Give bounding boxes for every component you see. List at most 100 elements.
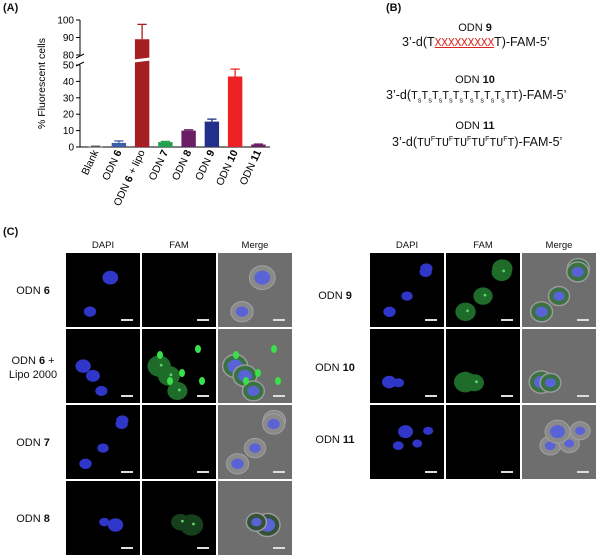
scale-bar xyxy=(577,319,589,321)
panel-c-letter: (C) xyxy=(3,226,19,238)
scale-bar xyxy=(425,471,437,473)
scale-bar xyxy=(273,471,285,473)
micrograph-right-r1-merge xyxy=(522,253,596,327)
scale-bar xyxy=(501,395,513,397)
scale-bar xyxy=(425,395,437,397)
row-label-odn9: ODN 9 xyxy=(318,290,352,302)
micrograph-right-r1-dapi xyxy=(370,253,444,327)
micrograph-right-r3-dapi xyxy=(370,405,444,479)
micrograph-right-r2-fam xyxy=(446,329,520,403)
odn10-sequence: 3’-d(TsTsTsTsTsTsTsTsTsTT)-FAM-5’ xyxy=(386,88,567,105)
y-tick-label: 10 xyxy=(63,126,75,137)
x-tick-label: ODN 9 xyxy=(193,148,218,182)
micrograph-right-r3-merge xyxy=(522,405,596,479)
micrograph-right-r3-fam xyxy=(446,405,520,479)
bar xyxy=(111,142,127,147)
odn9-sequence: 3’-d(TXXXXXXXXXT)-FAM-5’ xyxy=(402,35,550,50)
x-tick-label: ODN 6 xyxy=(100,148,125,182)
panel-b-letter: (B) xyxy=(386,2,402,14)
micrograph-left-r2-merge xyxy=(218,329,292,403)
y-tick-label: 40 xyxy=(63,77,75,88)
row-label-odn6: ODN 6 xyxy=(16,285,50,297)
y-tick-label: 90 xyxy=(63,33,75,44)
x-tick-label: ODN 8 xyxy=(170,148,195,182)
y-tick-label: 80 xyxy=(63,51,75,62)
odn11-title-number: 11 xyxy=(482,120,495,132)
micrograph-right-r2-dapi xyxy=(370,329,444,403)
scale-bar xyxy=(121,471,133,473)
odn11-sequence: 3’-d(TUFTUFTUFTUFTUFT)-FAM-5’ xyxy=(392,135,563,150)
y-tick-label: 100 xyxy=(57,16,74,27)
left-col-header-merge: Merge xyxy=(241,240,269,251)
scale-bar xyxy=(273,319,285,321)
left-col-header-dapi: DAPI xyxy=(91,240,115,251)
scale-bar xyxy=(501,319,513,321)
row-label-odn10: ODN 10 xyxy=(315,362,355,374)
odn10-title: ODN 10 xyxy=(420,74,530,86)
scale-bar xyxy=(273,547,285,549)
right-col-header-fam: FAM xyxy=(473,240,493,251)
micrograph-right-r1-fam xyxy=(446,253,520,327)
bar xyxy=(181,130,196,147)
odn9-title: ODN 9 xyxy=(420,22,530,34)
y-tick-label: 0 xyxy=(68,143,74,154)
micrograph-right-r2-merge xyxy=(522,329,596,403)
right-col-header-dapi: DAPI xyxy=(395,240,419,251)
odn11-title-prefix: ODN xyxy=(455,120,483,132)
micrograph-left-r4-fam xyxy=(142,481,216,555)
micrograph-left-r3-merge xyxy=(218,405,292,479)
bar-upper xyxy=(134,39,150,55)
axis-break-mark xyxy=(75,53,85,59)
micrograph-left-r2-dapi xyxy=(66,329,140,403)
bar-chart: 0 10 20 30 40 50 80 90 100 % Fluorescent cells Bla… xyxy=(0,10,290,210)
bar-break xyxy=(133,57,151,63)
odn10-title-number: 10 xyxy=(482,74,495,86)
odn9-seq-xs: XXXXXXXXX xyxy=(434,37,495,50)
micrograph-left-r4-dapi xyxy=(66,481,140,555)
odn9-seq-suffix: T)-FAM-5’ xyxy=(494,35,550,49)
odn10-title-prefix: ODN xyxy=(455,74,483,86)
y-tick-label: 30 xyxy=(63,93,75,104)
scale-bar xyxy=(121,395,133,397)
row-label-odn6-lipo: ODN 6 + Lipo 2000 xyxy=(8,355,58,381)
micrograph-left-r3-fam xyxy=(142,405,216,479)
bar xyxy=(158,142,173,147)
micrograph-left-r3-dapi xyxy=(66,405,140,479)
scale-bar xyxy=(425,319,437,321)
odn9-seq-prefix: 3’-d(T xyxy=(402,35,435,49)
bar xyxy=(204,121,220,147)
micrograph-left-r4-merge xyxy=(218,481,292,555)
bar xyxy=(227,76,243,147)
x-tick-label: ODN 11 xyxy=(237,148,264,187)
row-label-odn11: ODN 11 xyxy=(315,434,355,446)
scale-bar xyxy=(197,319,209,321)
bar xyxy=(134,65,150,147)
x-tick-label: ODN 7 xyxy=(147,148,172,182)
scale-bar xyxy=(577,471,589,473)
odn9-title-prefix: ODN xyxy=(458,22,486,34)
micrograph-left-r1-fam xyxy=(142,253,216,327)
odn9-title-number: 9 xyxy=(485,22,492,34)
scale-bar xyxy=(197,547,209,549)
y-tick-label: 20 xyxy=(63,110,75,121)
micrograph-left-r1-dapi xyxy=(66,253,140,327)
bar xyxy=(251,144,266,147)
y-axis-label: % Fluorescent cells xyxy=(36,38,48,129)
right-col-header-merge: Merge xyxy=(545,240,573,251)
micrograph-left-r1-merge xyxy=(218,253,292,327)
bar xyxy=(88,146,103,148)
row-label-odn8: ODN 8 xyxy=(16,513,50,525)
row-label-odn7: ODN 7 xyxy=(16,437,50,449)
panel-a-letter: (A) xyxy=(3,2,19,14)
x-tick-label: Blank xyxy=(79,148,101,178)
scale-bar xyxy=(501,471,513,473)
y-tick-label: 50 xyxy=(63,61,75,72)
micrograph-left-r2-fam xyxy=(142,329,216,403)
scale-bar xyxy=(273,395,285,397)
scale-bar xyxy=(121,319,133,321)
scale-bar xyxy=(121,547,133,549)
scale-bar xyxy=(197,471,209,473)
scale-bar xyxy=(197,395,209,397)
odn11-title: ODN 11 xyxy=(420,120,530,132)
scale-bar xyxy=(577,395,589,397)
